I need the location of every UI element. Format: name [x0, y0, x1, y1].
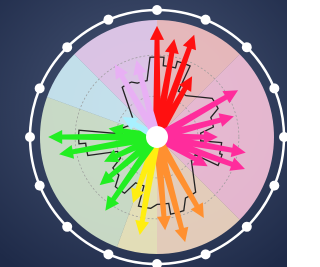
- polar-plot: [25, 5, 287, 267]
- ring-dot: [242, 222, 252, 232]
- ring-dot: [201, 249, 211, 259]
- ring-dot: [35, 83, 45, 93]
- ring-dot: [25, 132, 35, 142]
- ring-dot: [103, 15, 113, 25]
- ring-dot: [242, 42, 252, 52]
- ring-dot: [269, 181, 279, 191]
- ring-dot: [103, 249, 113, 259]
- page: {"chart_data": { "type": "radial-arrows"…: [0, 0, 287, 267]
- ring-dot: [62, 42, 72, 52]
- chart: [0, 0, 287, 267]
- ring-dot: [269, 83, 279, 93]
- hub: [146, 126, 168, 148]
- ring-dot: [201, 15, 211, 25]
- ring-dot: [62, 222, 72, 232]
- ring-dot: [35, 181, 45, 191]
- ring-dot: [152, 5, 162, 15]
